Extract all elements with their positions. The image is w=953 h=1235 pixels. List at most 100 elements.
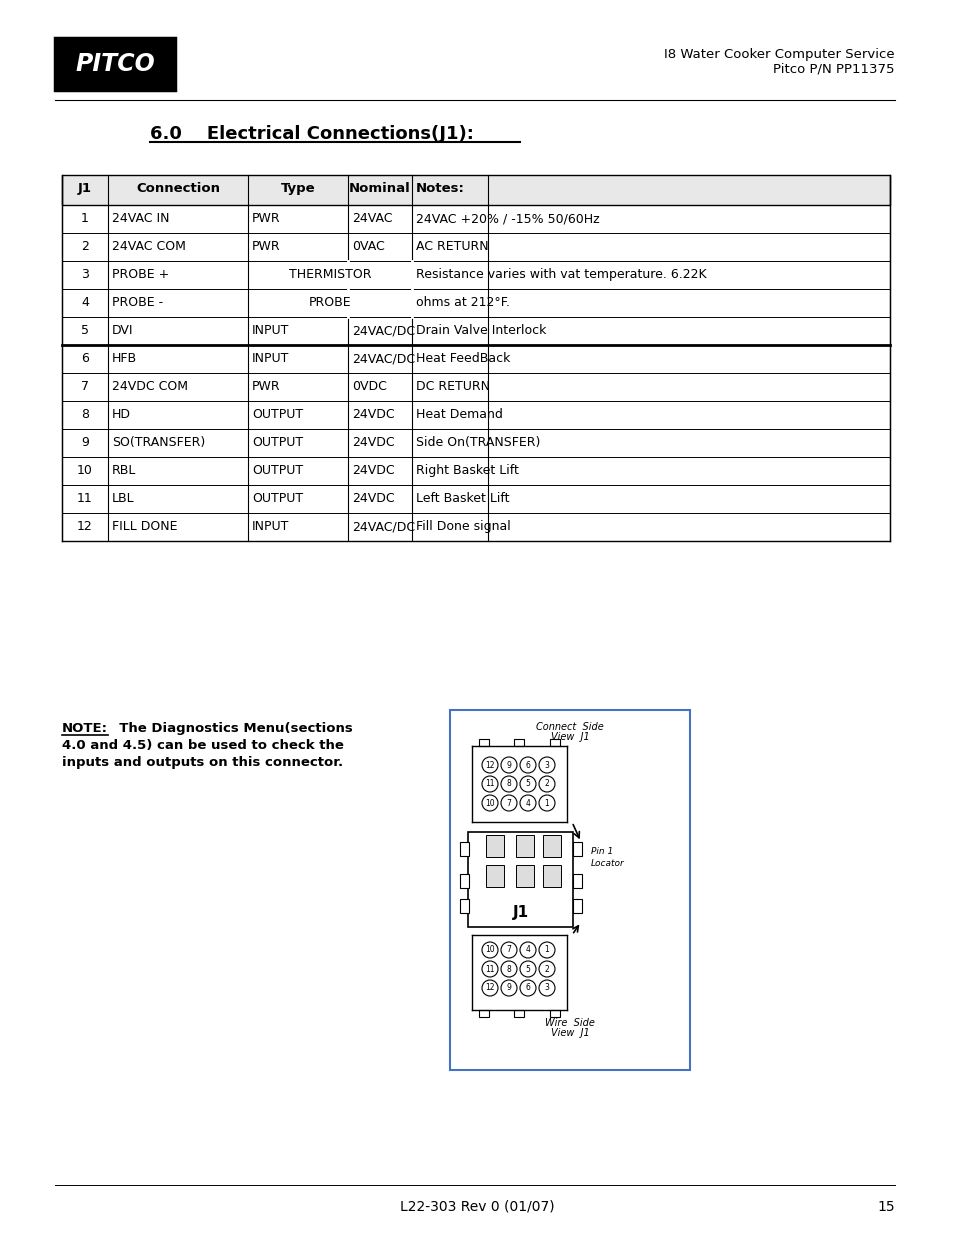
Text: OUTPUT: OUTPUT bbox=[252, 436, 303, 450]
Text: SO(TRANSFER): SO(TRANSFER) bbox=[112, 436, 205, 450]
Text: Drain Valve Interlock: Drain Valve Interlock bbox=[416, 324, 546, 337]
Circle shape bbox=[500, 942, 517, 958]
Text: INPUT: INPUT bbox=[252, 520, 289, 534]
Text: 3: 3 bbox=[81, 268, 89, 282]
Text: 7: 7 bbox=[506, 799, 511, 808]
Text: 1: 1 bbox=[544, 799, 549, 808]
Text: Side On(TRANSFER): Side On(TRANSFER) bbox=[416, 436, 539, 450]
Text: FILL DONE: FILL DONE bbox=[112, 520, 177, 534]
Text: 11: 11 bbox=[485, 965, 495, 973]
Text: 1: 1 bbox=[81, 212, 89, 225]
Bar bbox=[478, 739, 489, 746]
Text: 11: 11 bbox=[485, 779, 495, 788]
Text: Locator: Locator bbox=[590, 860, 624, 868]
Text: 12: 12 bbox=[485, 761, 495, 769]
Text: 24VDC COM: 24VDC COM bbox=[112, 380, 188, 393]
Text: 5: 5 bbox=[525, 779, 530, 788]
Text: Wire  Side: Wire Side bbox=[544, 1018, 595, 1028]
Text: 24VDC: 24VDC bbox=[352, 408, 395, 421]
Text: Pin 1: Pin 1 bbox=[590, 847, 613, 856]
Bar bbox=[516, 835, 534, 857]
Text: 5: 5 bbox=[81, 324, 89, 337]
Text: 24VAC COM: 24VAC COM bbox=[112, 240, 186, 253]
Text: J1: J1 bbox=[78, 182, 91, 195]
Bar bbox=[573, 842, 581, 856]
Bar bbox=[573, 899, 581, 913]
Text: Connection: Connection bbox=[136, 182, 220, 195]
Text: 4: 4 bbox=[81, 296, 89, 309]
Circle shape bbox=[500, 757, 517, 773]
Text: 6: 6 bbox=[525, 983, 530, 993]
Circle shape bbox=[481, 776, 497, 792]
Bar bbox=[516, 864, 534, 887]
Text: 11: 11 bbox=[77, 492, 92, 505]
Text: Pitco P/N PP11375: Pitco P/N PP11375 bbox=[773, 63, 894, 77]
Circle shape bbox=[519, 942, 536, 958]
Text: Left Basket Lift: Left Basket Lift bbox=[416, 492, 509, 505]
Text: 6: 6 bbox=[525, 761, 530, 769]
Bar bbox=[459, 874, 469, 888]
Text: PITCO: PITCO bbox=[75, 52, 154, 77]
Text: Fill Done signal: Fill Done signal bbox=[416, 520, 510, 534]
Text: Notes:: Notes: bbox=[416, 182, 464, 195]
Text: 4.0 and 4.5) can be used to check the: 4.0 and 4.5) can be used to check the bbox=[62, 739, 343, 752]
Bar bbox=[550, 1010, 559, 1016]
Text: 12: 12 bbox=[77, 520, 92, 534]
Text: Right Basket Lift: Right Basket Lift bbox=[416, 464, 518, 477]
Bar bbox=[62, 175, 889, 205]
Text: View  J1: View J1 bbox=[550, 732, 589, 742]
Text: PWR: PWR bbox=[252, 380, 280, 393]
Circle shape bbox=[481, 757, 497, 773]
Text: 24VDC: 24VDC bbox=[352, 436, 395, 450]
Circle shape bbox=[519, 961, 536, 977]
Text: L22-303 Rev 0 (01/07): L22-303 Rev 0 (01/07) bbox=[399, 1200, 554, 1214]
Text: 10: 10 bbox=[485, 799, 495, 808]
Text: 3: 3 bbox=[544, 983, 549, 993]
Text: 6.0    Electrical Connections(J1):: 6.0 Electrical Connections(J1): bbox=[150, 125, 474, 143]
Text: 15: 15 bbox=[877, 1200, 894, 1214]
Text: 24VAC/DC: 24VAC/DC bbox=[352, 520, 415, 534]
Text: I8 Water Cooker Computer Service: I8 Water Cooker Computer Service bbox=[663, 48, 894, 61]
Text: 2: 2 bbox=[544, 965, 549, 973]
Text: 12: 12 bbox=[485, 983, 495, 993]
Bar bbox=[485, 835, 503, 857]
Text: 10: 10 bbox=[485, 946, 495, 955]
Text: HFB: HFB bbox=[112, 352, 137, 366]
Circle shape bbox=[519, 795, 536, 811]
Text: ohms at 212°F.: ohms at 212°F. bbox=[416, 296, 509, 309]
Text: THERMISTOR: THERMISTOR bbox=[289, 268, 371, 282]
Bar bbox=[573, 874, 581, 888]
Circle shape bbox=[538, 942, 555, 958]
Circle shape bbox=[481, 942, 497, 958]
Circle shape bbox=[538, 961, 555, 977]
Text: Type: Type bbox=[280, 182, 315, 195]
Text: HD: HD bbox=[112, 408, 131, 421]
Bar bbox=[459, 899, 469, 913]
Text: 4: 4 bbox=[525, 799, 530, 808]
Text: Resistance varies with vat temperature. 6.22K: Resistance varies with vat temperature. … bbox=[416, 268, 706, 282]
Circle shape bbox=[519, 981, 536, 995]
Text: INPUT: INPUT bbox=[252, 352, 289, 366]
Text: 24VAC/DC: 24VAC/DC bbox=[352, 324, 415, 337]
Text: OUTPUT: OUTPUT bbox=[252, 464, 303, 477]
Text: 10: 10 bbox=[77, 464, 92, 477]
Text: PROBE -: PROBE - bbox=[112, 296, 163, 309]
Circle shape bbox=[500, 981, 517, 995]
Bar bbox=[478, 1010, 489, 1016]
Circle shape bbox=[500, 795, 517, 811]
Text: AC RETURN: AC RETURN bbox=[416, 240, 488, 253]
Circle shape bbox=[519, 776, 536, 792]
Text: 5: 5 bbox=[525, 965, 530, 973]
Bar bbox=[542, 864, 560, 887]
Bar bbox=[542, 835, 560, 857]
Text: Nominal: Nominal bbox=[349, 182, 411, 195]
Text: 24VAC IN: 24VAC IN bbox=[112, 212, 170, 225]
Bar bbox=[550, 739, 559, 746]
Text: 4: 4 bbox=[525, 946, 530, 955]
Text: 8: 8 bbox=[506, 779, 511, 788]
Bar bbox=[450, 710, 689, 1070]
Text: 7: 7 bbox=[81, 380, 89, 393]
Text: 9: 9 bbox=[506, 761, 511, 769]
Text: 8: 8 bbox=[81, 408, 89, 421]
Circle shape bbox=[500, 776, 517, 792]
